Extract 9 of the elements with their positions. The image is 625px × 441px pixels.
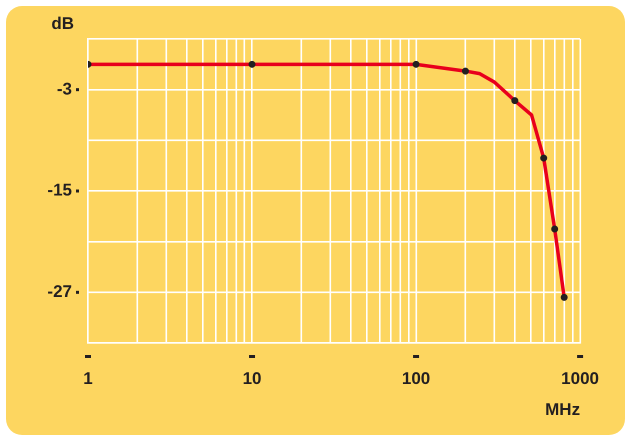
x-tick-label: 100 [402, 368, 430, 388]
x-tick-label: 1000 [561, 368, 600, 388]
y-tick-label: -15 [47, 180, 72, 200]
y-tick-label: -3 [56, 79, 72, 98]
x-tick-label: 1 [83, 368, 93, 388]
x-tick-label: 10 [242, 368, 262, 388]
x-axis-title: MHz [545, 400, 580, 419]
y-tick-label: -27 [47, 282, 72, 302]
y-axis-title: dB [51, 14, 74, 33]
